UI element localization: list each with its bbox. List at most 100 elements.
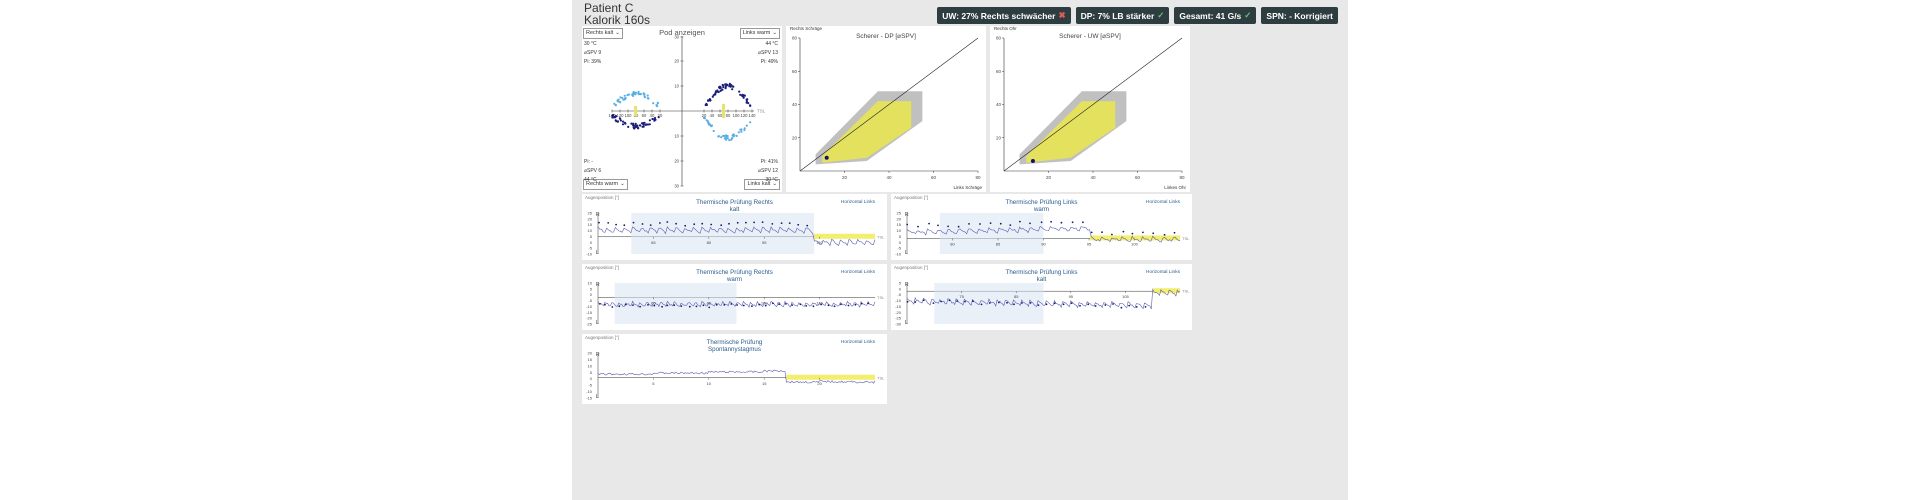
- y-tick-label: -10: [895, 298, 902, 303]
- x-axis-title: Links Schräge: [953, 185, 982, 190]
- data-point: [621, 96, 624, 100]
- patient-name: Patient C: [584, 1, 634, 15]
- y-tick-label: 25: [588, 211, 593, 216]
- pod-card: 1401201008060402020406080100120140302010…: [582, 26, 782, 192]
- spv-point: [1050, 220, 1052, 223]
- select-links-warm[interactable]: Links warm: [739, 28, 780, 39]
- data-point: [747, 102, 750, 105]
- x-tick-label: 20: [842, 175, 848, 180]
- shaded-region: [939, 213, 1044, 254]
- data-point: [726, 84, 729, 87]
- y-tick-label: -5: [588, 383, 592, 388]
- data-point: [614, 104, 617, 107]
- spv-point: [999, 222, 1002, 225]
- spv-point: [948, 299, 951, 302]
- l-label: L: [596, 250, 599, 256]
- spv-point: [1060, 221, 1063, 224]
- spv-point: [1079, 304, 1081, 307]
- spv-point: [666, 304, 669, 307]
- spv-point: [649, 224, 652, 226]
- y-unit-label: Augenposition [°]: [585, 265, 619, 270]
- x-tick-label: 40: [886, 175, 892, 180]
- data-point: [731, 88, 734, 91]
- y-tick-label: 5: [590, 370, 593, 375]
- spv-point: [673, 304, 676, 307]
- spv-point: [1101, 231, 1103, 234]
- tsl-label: TSL: [877, 234, 885, 239]
- spv-point: [917, 225, 919, 228]
- uw-badge[interactable]: UW: 27% Rechts schwächer ✖: [937, 7, 1071, 24]
- y-tick-label: 30: [674, 184, 679, 189]
- spv-point: [980, 303, 983, 306]
- data-point: [728, 85, 731, 88]
- panel-subtitle: Spontannystagmus: [708, 346, 761, 353]
- spv-point: [1029, 222, 1031, 225]
- yellow-band: [1089, 235, 1180, 241]
- y-tick-label: 15: [588, 222, 593, 227]
- panel-subtitle: kalt: [730, 206, 740, 213]
- data-point: [730, 84, 733, 87]
- y-tick-label: -10: [895, 252, 902, 257]
- spv-point: [806, 224, 809, 227]
- spv-point: [1094, 305, 1097, 307]
- y-tick-label: 20: [674, 59, 679, 64]
- select-links-kalt[interactable]: Links kalt: [744, 179, 780, 190]
- y-axis-title: Rechts Schräge: [790, 26, 823, 31]
- y-tick-label: 15: [897, 222, 902, 227]
- spv-point: [964, 300, 966, 303]
- spv-point: [723, 304, 726, 306]
- x-tick-label: 10: [707, 381, 712, 386]
- x-tick-label: 75: [959, 294, 964, 299]
- panel-chart: Augenposition [°] Thermische Prüfung Rech…: [585, 265, 885, 327]
- y-tick-label: 10: [674, 84, 679, 89]
- data-point: [641, 125, 644, 128]
- eye-trace: [906, 288, 1181, 310]
- data-point: [632, 91, 635, 94]
- y-tick-label: 80: [792, 36, 798, 41]
- spv-point: [607, 222, 610, 224]
- x-tick-label: 80: [1179, 175, 1185, 180]
- y-tick-label: -20: [586, 316, 593, 321]
- y-tick-label: 15: [588, 357, 593, 362]
- spv-point: [833, 305, 836, 308]
- data-point: [613, 115, 616, 119]
- spv-point: [710, 223, 713, 226]
- panel-spontannystagmus: Augenposition [°] Thermische Prüfung Spont…: [582, 334, 887, 404]
- select-rechts-warm[interactable]: Rechts warm: [583, 179, 628, 190]
- y-tick-label: 10: [674, 134, 679, 139]
- spv-point: [906, 223, 909, 226]
- spv-point: [742, 304, 745, 307]
- x-tick-label: 120: [741, 113, 749, 118]
- spv-point: [684, 224, 687, 227]
- data-point: [707, 123, 711, 126]
- data-point: [720, 136, 723, 139]
- data-point: [645, 123, 648, 126]
- data-point: [742, 95, 745, 98]
- spv-point: [788, 222, 791, 224]
- shaded-region: [631, 213, 815, 254]
- data-point: [635, 124, 638, 127]
- data-point: [646, 97, 649, 100]
- gesamt-badge[interactable]: Gesamt: 41 G/s ✓: [1174, 7, 1257, 24]
- spv-point: [647, 304, 649, 306]
- select-rechts-kalt[interactable]: Rechts kalt: [583, 28, 623, 39]
- spv-point: [998, 301, 1000, 304]
- x-tick-label: 95: [1087, 241, 1092, 246]
- spv-point: [772, 302, 774, 305]
- spn-badge[interactable]: SPN: - Korrigiert: [1261, 7, 1338, 24]
- eye-trace: [597, 226, 876, 247]
- yellow-region: [1026, 101, 1116, 163]
- y-tick-label: 25: [897, 211, 902, 216]
- dp-badge[interactable]: DP: 7% LB stärker ✓: [1075, 7, 1170, 24]
- y-tick-label: 30: [674, 35, 679, 40]
- y-axis-title: Rechts Ohr: [994, 26, 1017, 31]
- spv-point: [785, 303, 787, 305]
- x-tick-label: 40: [650, 113, 655, 118]
- bl-spv: ⌀SPV 6: [584, 168, 602, 174]
- check-icon: ✓: [1157, 10, 1165, 20]
- data-point: [738, 90, 741, 93]
- y-tick-label: 5: [590, 234, 593, 239]
- y-tick-label: 20: [792, 135, 798, 140]
- spv-point: [693, 223, 696, 226]
- spv-point: [1009, 224, 1012, 226]
